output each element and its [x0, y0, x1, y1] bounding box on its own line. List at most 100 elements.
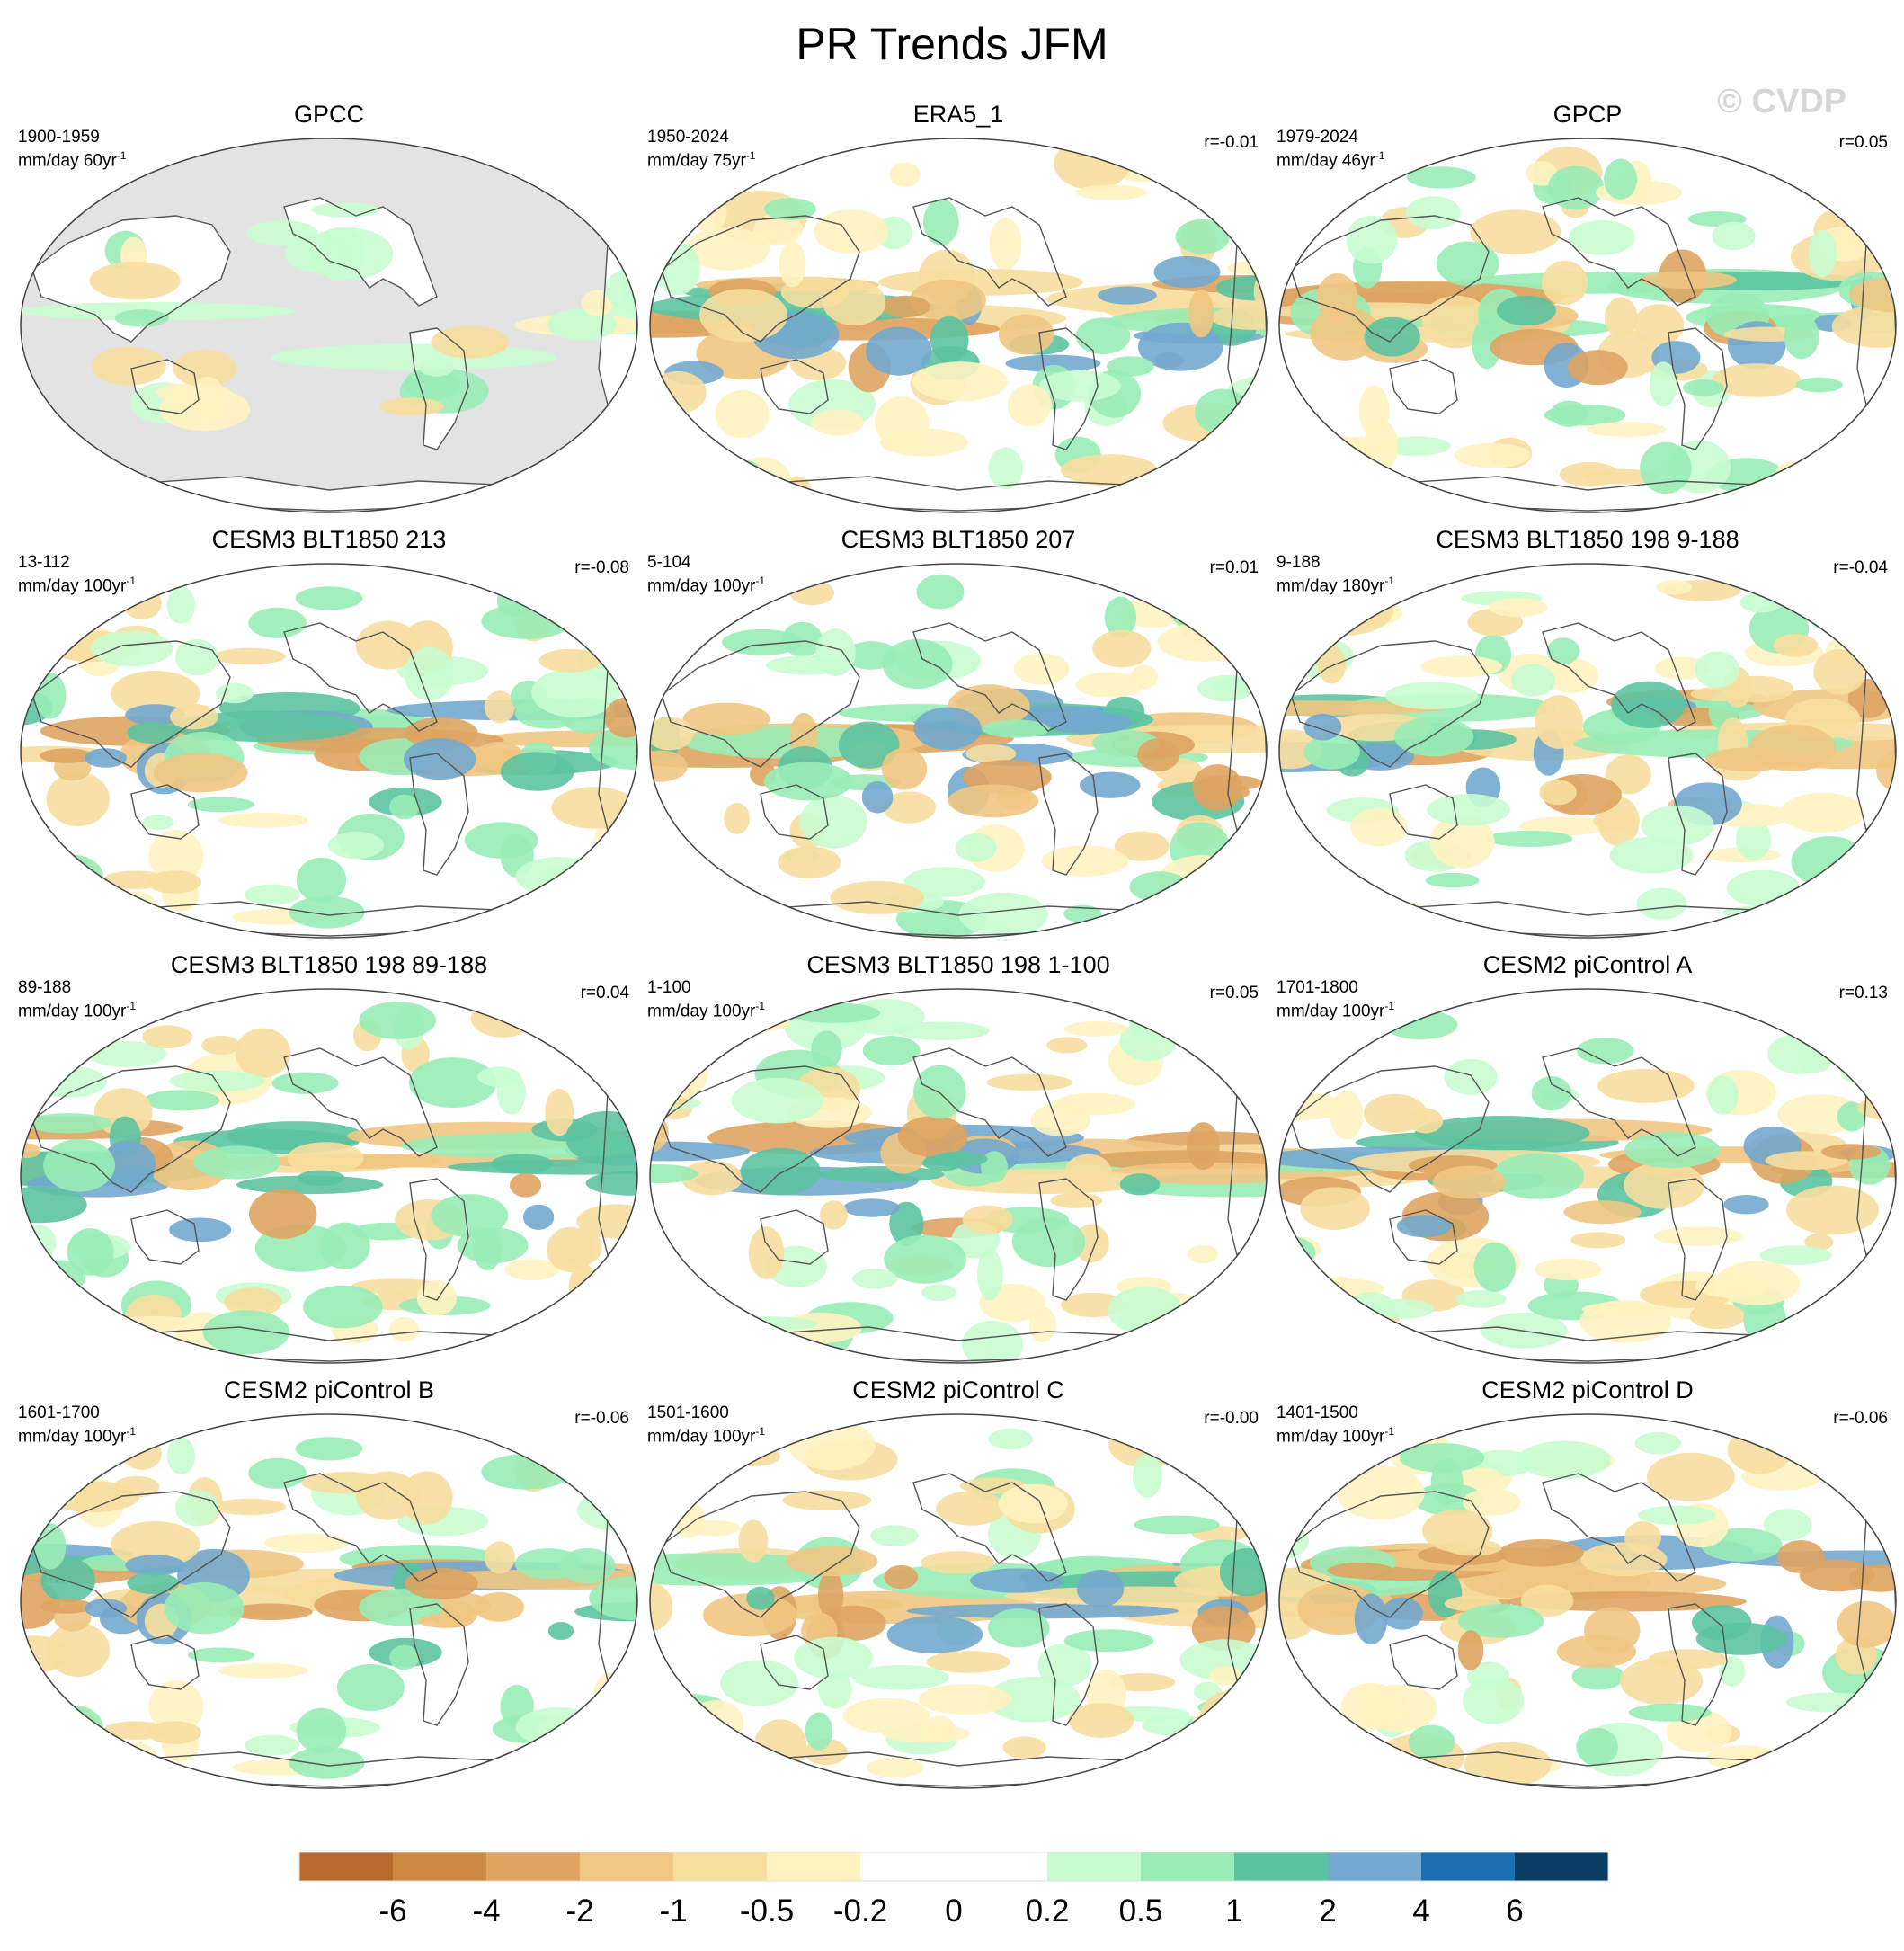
trend-contour-blob [936, 1491, 1007, 1526]
trend-contour-blob [698, 895, 774, 911]
map-border [20, 563, 638, 939]
colorbar [298, 1852, 1609, 1882]
trend-contour-blob [244, 884, 300, 905]
coastline [1668, 327, 1728, 450]
coastline [1290, 215, 1490, 343]
trend-contour-blob [1063, 1629, 1154, 1653]
panel-period: 1401-1500 [1277, 1403, 1358, 1422]
trend-contour-blob [1619, 1657, 1704, 1705]
trend-contour-blob [296, 1707, 347, 1753]
panel-title: GPCP [1553, 101, 1623, 128]
trend-contour-blob [147, 870, 202, 894]
trend-contour-blob [389, 1644, 420, 1670]
colorbar-tick-label: 0.5 [1118, 1893, 1163, 1929]
panel-period: 1701-1800 [1277, 978, 1358, 997]
trend-contour-blob [218, 812, 308, 828]
trend-contour-blob [1137, 738, 1180, 771]
trend-contour-blob [193, 1145, 280, 1180]
map-panel: CESM2 piControl C 1501-1600 mm/day 100yr-1… [644, 1376, 1273, 1790]
trend-contour-blob [510, 1172, 542, 1198]
trend-contour-blob [1570, 1232, 1626, 1249]
trend-contour-blob [1472, 318, 1502, 370]
trend-contour-blob [164, 1581, 245, 1635]
trend-contour-blob [650, 1281, 708, 1301]
trend-contour-blob [1801, 1733, 1896, 1754]
colorbar-tick-label: -0.2 [832, 1893, 888, 1929]
trend-contour-blob [1597, 1068, 1695, 1103]
trend-contour-blob [148, 830, 204, 883]
trend-contour-blob [1636, 887, 1687, 920]
colorbar-swatch [1141, 1852, 1234, 1881]
trend-contour-blob [1446, 1539, 1502, 1556]
trend-contour-blob [43, 1138, 115, 1192]
trend-contour-blob [494, 1330, 587, 1358]
trend-contour-blob [1279, 1430, 1325, 1449]
trend-contour-blob [1820, 170, 1882, 216]
colorbar-tick-label: 2 [1319, 1893, 1337, 1929]
trend-contour-blob [1054, 138, 1131, 190]
trend-contour-blob [484, 1541, 516, 1574]
map-panel: CESM3 BLT1850 198 9-188 9-188 mm/day 180yr… [1273, 526, 1902, 940]
coastline [661, 640, 860, 768]
trend-contour-blob [1188, 881, 1217, 911]
trend-contour-blob [21, 1579, 60, 1629]
trend-contour-blob [814, 209, 889, 254]
trend-contour-blob [1517, 1440, 1611, 1479]
trend-contour-blob [1784, 314, 1819, 360]
trend-contour-blob [1455, 1290, 1507, 1308]
map-border [1278, 988, 1897, 1364]
trend-contour-blob [1695, 651, 1739, 689]
panel-title: CESM3 BLT1850 198 1-100 [806, 951, 1110, 978]
trend-contour-blob [916, 574, 965, 610]
trend-contour-blob [1648, 1649, 1728, 1670]
trend-contour-blob [609, 1269, 637, 1292]
trend-contour-blob [582, 1714, 633, 1752]
trend-contour-blob [1226, 259, 1267, 276]
map-panel: CESM2 piControl A 1701-1800 mm/day 100yr-1… [1273, 951, 1902, 1365]
trend-contour-blob [142, 815, 174, 830]
colorbar-swatch [1421, 1852, 1515, 1881]
trend-contour-blob [53, 1043, 100, 1060]
trend-contour-blob [111, 1521, 200, 1568]
trend-contour-blob [147, 1721, 202, 1744]
trend-contour-blob [1498, 1539, 1584, 1567]
coastline [1290, 1065, 1490, 1193]
trend-contour-blob [1727, 1426, 1793, 1474]
trend-field [1279, 1423, 1896, 1786]
trend-contour-blob [1831, 305, 1896, 348]
trend-contour-blob [1336, 1465, 1425, 1520]
trend-contour-blob [1201, 1732, 1267, 1776]
trend-contour-blob [1310, 306, 1380, 361]
trend-contour-blob [303, 1285, 383, 1329]
trend-contour-blob [1317, 273, 1357, 321]
trend-contour-blob [1169, 589, 1240, 632]
trend-contour-blob [23, 1225, 57, 1261]
trend-contour-blob [977, 1249, 1003, 1301]
trend-contour-blob [794, 1636, 873, 1679]
trend-contour-blob [763, 762, 853, 801]
coastline [1038, 753, 1099, 876]
trend-contour-blob [870, 1525, 919, 1546]
trend-contour-blob [585, 1171, 637, 1196]
trend-contour-blob [1104, 596, 1137, 638]
map-panel: CESM2 piControl B 1601-1700 mm/day 100yr-1… [14, 1376, 644, 1790]
trend-contour-blob [408, 1057, 497, 1109]
coastline [1668, 1178, 1728, 1301]
trend-contour-blob [419, 358, 454, 377]
trend-contour-blob [531, 667, 620, 718]
trend-contour-blob [545, 1088, 574, 1136]
trend-contour-blob [1197, 775, 1263, 791]
panel-units: mm/day 60yr-1 [18, 149, 127, 171]
trend-contour-blob [40, 748, 93, 763]
panel-title: CESM2 piControl C [852, 1376, 1064, 1403]
trend-contour-blob [881, 747, 928, 790]
trend-contour-blob [778, 846, 841, 878]
colorbar-tick-label: -2 [565, 1893, 594, 1929]
trend-map [20, 138, 638, 513]
trend-contour-blob [400, 1471, 453, 1525]
trend-contour-blob [1011, 1216, 1086, 1267]
trend-contour-blob [962, 1205, 1013, 1234]
panel-units: mm/day 100yr-1 [647, 1000, 766, 1021]
trend-contour-blob [912, 361, 1008, 402]
trend-contour-blob [1154, 1755, 1189, 1781]
